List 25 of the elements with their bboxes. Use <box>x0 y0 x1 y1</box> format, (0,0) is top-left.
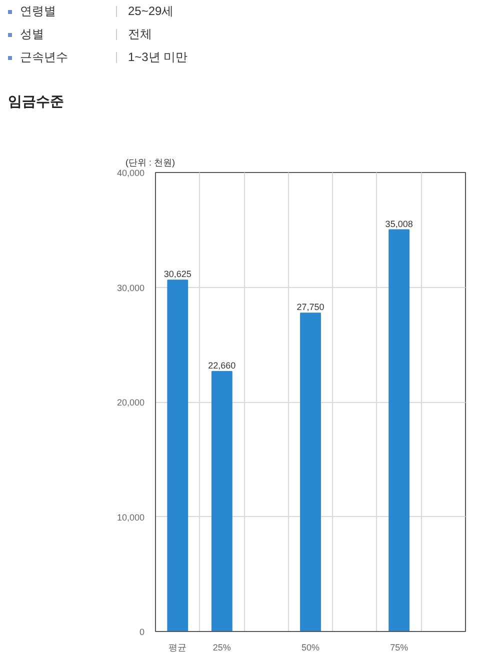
x-tick-label: 50% <box>301 642 320 652</box>
text: 25~29세 <box>128 2 174 20</box>
text: 임금수준 <box>8 92 65 111</box>
text: 성별 <box>20 26 45 43</box>
data-label: 27,750 <box>296 302 324 312</box>
y-tick-label: 20,000 <box>116 398 145 408</box>
bar <box>211 370 232 632</box>
x-tick-label: 75% <box>390 642 408 652</box>
text: 근속년수 <box>20 48 69 66</box>
bar <box>167 280 188 632</box>
y-tick-label: 30,000 <box>116 282 145 293</box>
y-tick-label: 0 <box>139 627 145 637</box>
x-tick-label: 평균 <box>168 642 187 652</box>
y-tick-label: 40,000 <box>116 168 145 178</box>
data-label: 22,660 <box>208 360 236 370</box>
text: 연령별 <box>20 2 57 20</box>
text: 전체 <box>128 26 152 43</box>
bar <box>388 229 410 632</box>
bar <box>300 312 321 632</box>
text: 1~3년 미만 <box>128 48 188 66</box>
data-label: 30,625 <box>164 269 192 280</box>
x-tick-label: 25% <box>212 642 231 652</box>
y-tick-label: 10,000 <box>116 512 145 522</box>
data-label: 35,008 <box>385 218 413 229</box>
y-axis-title: (단위 : 천원) <box>126 158 175 168</box>
